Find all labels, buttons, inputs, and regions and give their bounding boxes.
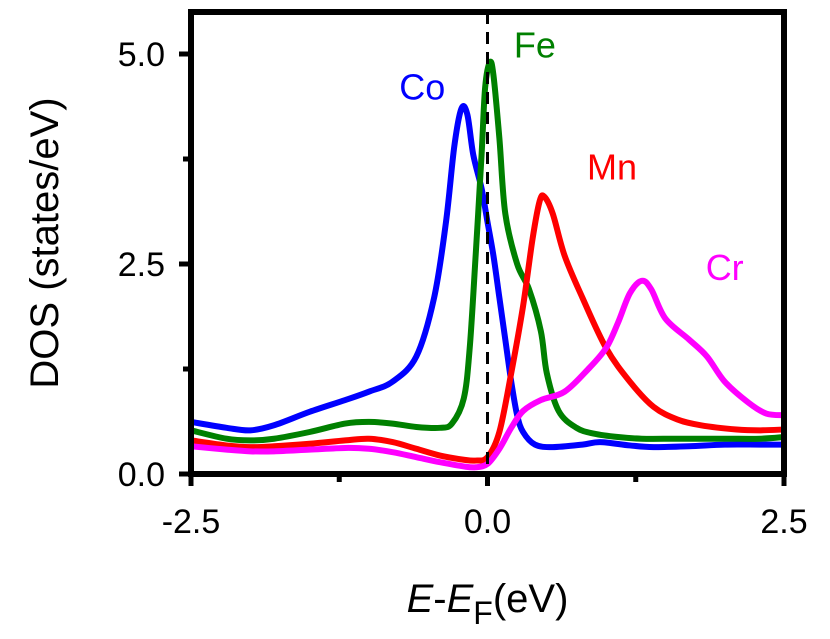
x-axis-title-unit: (eV) [493, 577, 569, 621]
x-axis-title-dash: - [433, 577, 446, 621]
x-axis-title-e2: E [447, 577, 475, 621]
series-line-cr [188, 277, 787, 471]
x-axis-title-subscript: F [473, 595, 493, 631]
y-tick-label: 2.5 [118, 246, 165, 284]
series-label-fe: Fe [514, 25, 556, 66]
series-line-mn [188, 192, 787, 464]
y-tick-label: 5.0 [118, 36, 165, 74]
x-tick-label: -2.5 [162, 503, 221, 541]
x-axis-title: E-EF(eV) [407, 577, 569, 631]
y-axis-title: DOS (states/eV) [23, 97, 67, 388]
ticks-group: -2.5 0.0 2.5 0.0 2.5 5.0 [118, 36, 808, 541]
series-label-co: Co [399, 67, 445, 108]
series-label-cr: Cr [706, 247, 744, 288]
x-axis-title-e: E [407, 577, 435, 621]
series-line-fe [188, 58, 787, 444]
series-label-mn: Mn [587, 146, 637, 187]
x-tick-label: 0.0 [464, 503, 511, 541]
x-tick-label: 2.5 [760, 503, 807, 541]
series-labels: Co Fe Mn Cr [399, 25, 743, 289]
y-tick-label: 0.0 [118, 456, 165, 494]
